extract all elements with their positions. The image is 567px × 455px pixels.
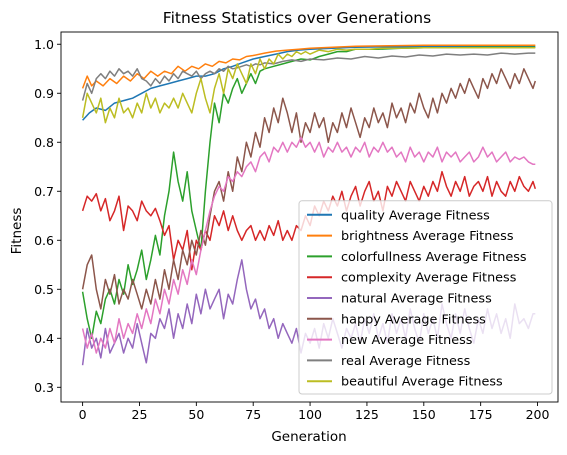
- legend-entry: quality Average Fitness: [341, 208, 490, 223]
- legend-entry: real Average Fitness: [341, 354, 471, 369]
- x-tick-label: 175: [469, 407, 493, 422]
- plot-frame: [60, 31, 559, 403]
- x-tick-label: 125: [355, 407, 379, 422]
- y-tick-label: 0.5: [34, 282, 54, 297]
- series-line-7: [81, 52, 536, 101]
- legend-box: [298, 200, 553, 395]
- legend-entry: colorfullness Average Fitness: [341, 250, 527, 265]
- legend-entry: brightness Average Fitness: [341, 229, 514, 244]
- x-axis: 0 25 50 75 100 125 150 175 200: [79, 402, 550, 422]
- legend-entry: complexity Average Fitness: [341, 271, 517, 286]
- y-tick-label: 0.6: [34, 233, 54, 248]
- series-line-5: [81, 68, 537, 310]
- series-line-6: [81, 136, 536, 354]
- y-tick-label: 0.7: [34, 184, 54, 199]
- legend-entry: beautiful Average Fitness: [341, 375, 503, 390]
- legend-entry: happy Average Fitness: [341, 312, 486, 327]
- x-tick-label: 200: [526, 407, 550, 422]
- x-tick-label: 150: [412, 407, 436, 422]
- x-axis-label: Generation: [271, 429, 346, 445]
- legend: quality Average Fitness brightness Averag…: [298, 200, 553, 395]
- y-tick-label: 0.3: [34, 380, 54, 395]
- x-tick-label: 100: [298, 407, 322, 422]
- y-tick-label: 1.0: [34, 37, 54, 52]
- x-tick-label: 25: [132, 407, 148, 422]
- y-tick-label: 0.8: [34, 135, 54, 150]
- y-axis: 0.3 0.4 0.5 0.6 0.7 0.8 0.9 1.0: [34, 37, 61, 395]
- series-line-8: [81, 46, 536, 124]
- series-line-2: [81, 46, 536, 340]
- x-tick-label: 50: [188, 407, 204, 422]
- y-tick-label: 0.9: [34, 86, 54, 101]
- y-tick-label: 0.4: [34, 331, 54, 346]
- series-line-0: [82, 45, 536, 121]
- x-tick-label: 0: [79, 407, 87, 422]
- series-line-1: [81, 44, 536, 89]
- y-axis-label: Fitness: [9, 208, 25, 255]
- legend-entry: new Average Fitness: [341, 333, 473, 348]
- chart-title: Fitness Statistics over Generations: [163, 9, 431, 27]
- x-tick-label: 75: [245, 407, 261, 422]
- legend-entry: natural Average Fitness: [341, 292, 492, 307]
